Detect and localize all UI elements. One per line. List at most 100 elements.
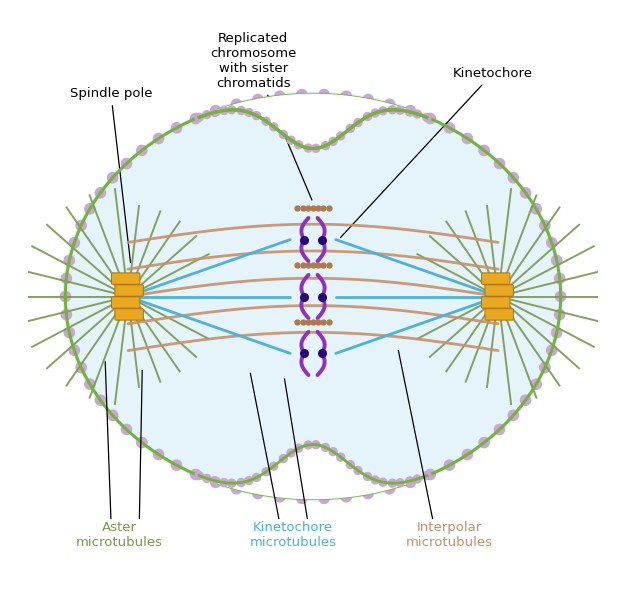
Circle shape xyxy=(76,221,86,231)
Text: Spindle pole: Spindle pole xyxy=(69,87,152,263)
Circle shape xyxy=(413,475,421,483)
Circle shape xyxy=(85,379,95,390)
Circle shape xyxy=(203,111,211,119)
Circle shape xyxy=(396,106,404,114)
Circle shape xyxy=(425,113,436,124)
Circle shape xyxy=(462,449,473,460)
Circle shape xyxy=(172,460,182,470)
Circle shape xyxy=(396,479,404,487)
Circle shape xyxy=(346,125,354,132)
Circle shape xyxy=(190,113,201,124)
Circle shape xyxy=(245,109,253,116)
Circle shape xyxy=(270,123,278,131)
FancyBboxPatch shape xyxy=(481,273,510,284)
Circle shape xyxy=(508,410,518,420)
Circle shape xyxy=(153,133,164,144)
Circle shape xyxy=(279,455,287,463)
Circle shape xyxy=(95,188,106,198)
Circle shape xyxy=(405,477,416,487)
FancyBboxPatch shape xyxy=(485,285,513,296)
Circle shape xyxy=(479,438,490,448)
Circle shape xyxy=(61,273,71,283)
Circle shape xyxy=(520,395,531,405)
Circle shape xyxy=(295,444,302,452)
FancyBboxPatch shape xyxy=(111,273,140,284)
Circle shape xyxy=(341,91,351,101)
Circle shape xyxy=(423,471,431,480)
Circle shape xyxy=(508,173,518,183)
Circle shape xyxy=(346,461,354,468)
Circle shape xyxy=(337,132,345,140)
Text: Replicated
chromosome
with sister
chromatids: Replicated chromosome with sister chroma… xyxy=(210,32,312,200)
Circle shape xyxy=(337,453,345,461)
Circle shape xyxy=(252,111,260,120)
Circle shape xyxy=(85,203,95,214)
Circle shape xyxy=(210,106,221,116)
Circle shape xyxy=(195,471,203,480)
Text: Kinetochore
microtubules: Kinetochore microtubules xyxy=(250,521,337,549)
Circle shape xyxy=(364,113,371,120)
Circle shape xyxy=(425,469,436,480)
Text: Interpolar
microtubules: Interpolar microtubules xyxy=(406,521,493,549)
Circle shape xyxy=(555,291,566,302)
Circle shape xyxy=(220,107,228,114)
Circle shape xyxy=(69,238,80,248)
Circle shape xyxy=(270,462,278,470)
Circle shape xyxy=(220,479,228,486)
Circle shape xyxy=(279,130,287,138)
Circle shape xyxy=(341,492,351,502)
Polygon shape xyxy=(199,445,427,499)
Circle shape xyxy=(495,425,505,435)
Circle shape xyxy=(69,345,80,355)
Circle shape xyxy=(121,425,131,435)
Circle shape xyxy=(297,90,307,100)
Circle shape xyxy=(237,479,245,486)
Circle shape xyxy=(384,483,394,494)
Circle shape xyxy=(203,474,211,482)
Circle shape xyxy=(228,106,235,114)
Circle shape xyxy=(262,468,270,476)
Circle shape xyxy=(64,256,74,266)
Circle shape xyxy=(76,362,86,372)
Circle shape xyxy=(531,203,541,214)
Circle shape xyxy=(531,379,541,390)
Circle shape xyxy=(312,441,320,449)
Circle shape xyxy=(379,478,387,486)
Circle shape xyxy=(210,477,218,484)
Circle shape xyxy=(136,438,147,448)
Circle shape xyxy=(552,327,562,337)
Circle shape xyxy=(388,106,396,114)
Circle shape xyxy=(304,441,312,449)
Circle shape xyxy=(371,109,379,117)
Circle shape xyxy=(364,473,371,480)
Circle shape xyxy=(423,113,431,122)
Circle shape xyxy=(363,94,373,104)
Circle shape xyxy=(312,144,320,152)
Circle shape xyxy=(108,410,118,420)
Circle shape xyxy=(253,94,263,104)
Circle shape xyxy=(354,467,362,474)
Circle shape xyxy=(295,141,302,149)
Circle shape xyxy=(275,91,285,101)
Circle shape xyxy=(190,469,201,480)
FancyBboxPatch shape xyxy=(115,309,143,320)
Circle shape xyxy=(388,479,396,487)
Circle shape xyxy=(329,138,337,145)
Circle shape xyxy=(406,108,414,116)
Circle shape xyxy=(210,109,218,116)
Circle shape xyxy=(546,238,557,248)
Circle shape xyxy=(287,449,295,457)
Circle shape xyxy=(322,444,329,451)
Circle shape xyxy=(371,476,379,484)
Circle shape xyxy=(540,362,550,372)
Polygon shape xyxy=(199,94,427,148)
Circle shape xyxy=(252,473,260,482)
Circle shape xyxy=(322,142,329,149)
Circle shape xyxy=(232,99,242,110)
Circle shape xyxy=(153,449,164,460)
Circle shape xyxy=(210,477,221,487)
Circle shape xyxy=(479,145,490,155)
Circle shape xyxy=(172,123,182,133)
Circle shape xyxy=(413,110,421,118)
Circle shape xyxy=(379,107,387,115)
